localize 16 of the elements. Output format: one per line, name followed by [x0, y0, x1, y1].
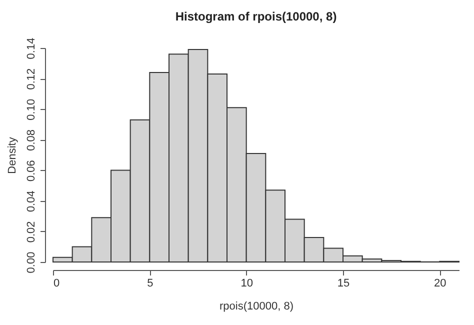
x-axis-title: rpois(10000, 8) [220, 300, 294, 312]
y-tick-label: 0.10 [26, 98, 38, 120]
y-tick-label: 0.12 [26, 68, 38, 90]
y-tick-label: 0.14 [26, 38, 38, 60]
chart-title: Histogram of rpois(10000, 8) [175, 9, 337, 24]
x-tick-label: 0 [54, 278, 60, 290]
x-tick-label: 15 [337, 278, 350, 290]
x-tick-label: 10 [240, 278, 253, 290]
y-tick-label: 0.06 [26, 160, 38, 182]
x-tick-label: 5 [147, 278, 154, 290]
y-tick-label: 0.04 [26, 190, 38, 212]
y-tick-label: 0.08 [26, 130, 38, 151]
y-tick-label: 0.00 [26, 252, 38, 274]
y-tick-label: 0.02 [26, 221, 38, 243]
y-axis-title: Density [6, 136, 18, 174]
x-tick-label: 20 [434, 278, 446, 290]
